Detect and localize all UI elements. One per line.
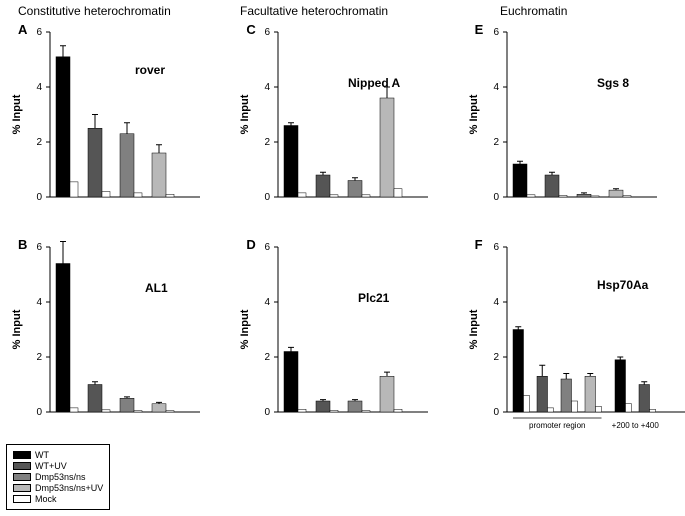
svg-text:4: 4: [493, 82, 499, 93]
chart-E: 0246% InputSgs 8: [507, 32, 667, 232]
svg-text:0: 0: [36, 192, 42, 203]
svg-text:4: 4: [36, 82, 42, 93]
legend-item: Dmp53ns/ns+UV: [13, 483, 103, 493]
svg-text:% Input: % Input: [239, 94, 251, 134]
svg-text:2: 2: [36, 352, 42, 363]
legend-box: WT WT+UV Dmp53ns/ns Dmp53ns/ns+UV Mock: [6, 444, 110, 510]
svg-text:Nipped A: Nipped A: [348, 76, 401, 90]
svg-text:6: 6: [265, 242, 271, 253]
panel-letter: B: [18, 237, 27, 252]
header-col1: Constitutive heterochromatin: [18, 4, 171, 18]
panel-F: F 0 2 4 6 % Input Hsp70Aa promoter region +200 …: [457, 235, 685, 450]
panel-E: E 0246% InputSgs 8: [457, 20, 685, 235]
chart-B: 0246% InputAL1: [50, 247, 210, 447]
legend-item: Mock: [13, 494, 103, 504]
legend-item: WT+UV: [13, 461, 103, 471]
chart-D: 0246% InputPlc21: [278, 247, 438, 447]
svg-text:% Input: % Input: [468, 309, 480, 349]
panel-letter: E: [475, 22, 484, 37]
chart-C: 0246% InputNipped A: [278, 32, 438, 232]
panels-grid: A 0246% InputroverC 0246% InputNipped AE…: [0, 20, 685, 450]
svg-text:0: 0: [36, 407, 42, 418]
legend-label: Dmp53ns/ns+UV: [35, 483, 103, 493]
svg-text:0: 0: [493, 192, 499, 203]
legend-label: WT: [35, 450, 49, 460]
svg-text:6: 6: [36, 27, 42, 38]
svg-text:2: 2: [265, 137, 271, 148]
legend-swatch: [13, 484, 31, 492]
panel-letter: D: [246, 237, 255, 252]
legend-swatch: [13, 495, 31, 503]
panel-A: A 0246% Inputrover: [0, 20, 228, 235]
svg-text:Sgs 8: Sgs 8: [597, 76, 629, 90]
panel-D: D 0246% InputPlc21: [228, 235, 456, 450]
legend-label: WT+UV: [35, 461, 67, 471]
legend-swatch: [13, 462, 31, 470]
panel-B: B 0246% InputAL1: [0, 235, 228, 450]
chart-A: 0246% Inputrover: [50, 32, 210, 232]
svg-text:6: 6: [493, 27, 499, 38]
svg-text:4: 4: [36, 297, 42, 308]
panel-letter: A: [18, 22, 27, 37]
svg-text:rover: rover: [135, 63, 165, 77]
legend-label: Dmp53ns/ns: [35, 472, 86, 482]
svg-text:4: 4: [265, 297, 271, 308]
svg-text:0: 0: [493, 407, 499, 418]
svg-text:6: 6: [265, 27, 271, 38]
svg-text:AL1: AL1: [145, 281, 168, 295]
panel-letter: F: [475, 237, 483, 252]
svg-text:Hsp70Aa: Hsp70Aa: [597, 278, 649, 292]
svg-text:% Input: % Input: [468, 94, 480, 134]
legend-label: Mock: [35, 494, 57, 504]
svg-text:% Input: % Input: [239, 309, 251, 349]
svg-text:2: 2: [493, 137, 499, 148]
svg-text:2: 2: [265, 352, 271, 363]
panel-C: C 0246% InputNipped A: [228, 20, 456, 235]
legend-item: WT: [13, 450, 103, 460]
svg-text:6: 6: [493, 242, 499, 253]
svg-text:Plc21: Plc21: [358, 291, 390, 305]
panel-letter: C: [246, 22, 255, 37]
legend-item: Dmp53ns/ns: [13, 472, 103, 482]
svg-text:0: 0: [265, 192, 271, 203]
header-col3: Euchromatin: [500, 4, 567, 18]
chart-F: 0246% InputHsp70Aapromoter region+200 to…: [507, 247, 685, 447]
svg-text:6: 6: [36, 242, 42, 253]
svg-text:0: 0: [265, 407, 271, 418]
svg-text:+200 to +400: +200 to +400: [611, 421, 659, 430]
legend-swatch: [13, 473, 31, 481]
svg-text:% Input: % Input: [11, 94, 23, 134]
svg-text:% Input: % Input: [11, 309, 23, 349]
svg-text:promoter region: promoter region: [529, 421, 585, 430]
svg-text:2: 2: [493, 352, 499, 363]
svg-text:4: 4: [265, 82, 271, 93]
legend-swatch: [13, 451, 31, 459]
header-col2: Facultative heterochromatin: [240, 4, 388, 18]
svg-text:2: 2: [36, 137, 42, 148]
svg-text:4: 4: [493, 297, 499, 308]
